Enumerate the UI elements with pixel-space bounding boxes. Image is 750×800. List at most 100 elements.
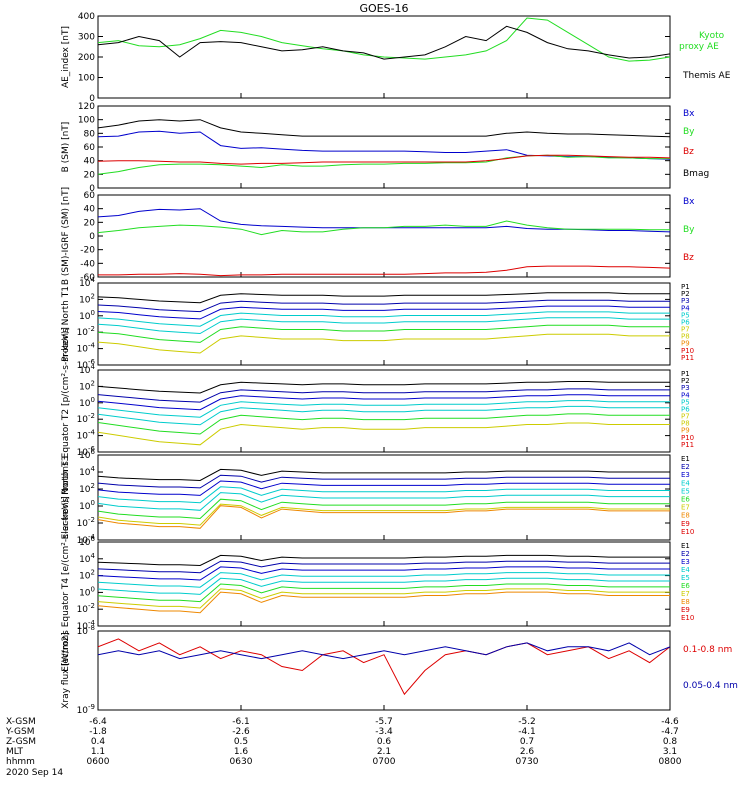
legend-entry: E4 [681, 566, 690, 574]
time-axis-row-label: Y-GSM [5, 727, 34, 737]
legend-entry: P11 [681, 441, 694, 449]
time-axis-value: 0.7 [520, 737, 534, 747]
y-axis-label: Electrons North T3 [61, 456, 71, 540]
legend-entry: P10 [681, 347, 694, 355]
legend-entry: P6 [681, 318, 690, 326]
y-axis-label: B (SM)-IGRF (SM) [nT] [61, 187, 71, 285]
legend-entry: E1 [681, 455, 690, 463]
series-line [98, 220, 670, 236]
legend-entry: P4 [681, 391, 690, 399]
y-tick-label: 80 [84, 129, 96, 139]
y-tick-label: 100 [79, 585, 95, 598]
time-axis-value: -5.2 [518, 717, 536, 727]
y-tick-label: 400 [78, 12, 95, 22]
y-tick-label: 102 [79, 292, 95, 305]
channel-line [98, 474, 670, 489]
channel-line [98, 405, 670, 426]
y-tick-label: 100 [79, 309, 95, 322]
channel-line [98, 333, 670, 354]
channel-line [98, 394, 670, 411]
time-axis-value: 0730 [516, 757, 539, 767]
channel-line [98, 591, 670, 614]
series-line [98, 17, 670, 62]
legend-entry: E2 [681, 550, 690, 558]
legend-entry: P2 [681, 290, 690, 298]
time-axis-value: -4.7 [661, 727, 679, 737]
time-axis-value: -3.4 [375, 727, 393, 737]
y-tick-label: 104 [79, 465, 95, 478]
channel-line [98, 583, 670, 603]
series-line [98, 130, 670, 160]
legend-entry: P9 [681, 427, 690, 435]
legend-entry: E8 [681, 512, 690, 520]
time-axis-value: 0.4 [91, 737, 106, 747]
y-tick-label: 10-2 [77, 325, 95, 338]
channel-line [98, 311, 670, 327]
panel-2: 0 20 40 60 80 100 120 B (SM) [nT] Bx By Bz Bmag [61, 102, 709, 194]
channel-line [98, 292, 670, 304]
time-axis-value: 0800 [659, 757, 682, 767]
legend-entry: E8 [681, 598, 690, 606]
y-tick-label: 10-9 [77, 703, 95, 716]
series-line [98, 642, 670, 660]
y-axis-label: B (SM) [nT] [61, 122, 71, 173]
y-tick-label: 60 [84, 191, 96, 201]
legend-entry: Bz [683, 253, 694, 263]
series-line [98, 265, 670, 277]
legend-entry: P3 [681, 384, 690, 392]
legend-entry: P7 [681, 413, 690, 421]
legend-entry: 0.05-0.4 nm [683, 681, 738, 691]
y-tick-label: 0 [89, 184, 95, 194]
time-axis-value: -1.8 [89, 727, 107, 737]
time-axis-value: 0600 [87, 757, 110, 767]
y-tick-label: 20 [84, 170, 96, 180]
legend-entry: Bx [683, 197, 695, 207]
time-axis: X-GSM -6.4 -6.1 -5.7 -5.2 -4.6 Y-GSM -1.8 -2.6 -3… [5, 717, 682, 778]
panel-frame [97, 282, 671, 366]
panel-frame [97, 369, 671, 453]
legend-entry: P8 [681, 420, 690, 428]
channel-line [98, 577, 670, 595]
series-lines [98, 292, 670, 354]
time-axis-value: 2.1 [377, 747, 391, 757]
time-axis-value: 1.6 [234, 747, 249, 757]
channel-line [98, 560, 670, 574]
y-tick-label: 102 [79, 482, 95, 495]
legend-entry: P7 [681, 326, 690, 334]
series-line [98, 119, 670, 138]
time-axis-value: -6.4 [89, 717, 107, 727]
time-axis-row-label: MLT [6, 747, 24, 757]
y-tick-label: 20 [84, 218, 96, 228]
legend-entry: E9 [681, 606, 690, 614]
channel-line [98, 400, 670, 418]
channel-line [98, 492, 670, 511]
y-tick-label: 10-2 [77, 602, 95, 615]
legend-entry: E2 [681, 463, 690, 471]
y-tick-label: 10-2 [77, 516, 95, 529]
legend-entry: E6 [681, 496, 690, 504]
channel-line [98, 299, 670, 313]
channel-line [98, 468, 670, 482]
time-axis-row-label: Z-GSM [6, 737, 36, 747]
legend-entry: By [683, 127, 695, 137]
time-axis-value: -5.7 [375, 717, 393, 727]
legend-entry: P3 [681, 297, 690, 305]
legend-entry: P4 [681, 304, 690, 312]
legend-entry: P8 [681, 333, 690, 341]
panel-3: -60 -40 -20 0 20 40 60 B (SM)-IGRF (SM) [nT] Bx B… [61, 187, 695, 285]
y-tick-label: 102 [79, 569, 95, 582]
y-tick-label: 10-4 [77, 429, 96, 442]
series-lines [98, 119, 670, 175]
y-tick-label: -40 [80, 259, 95, 269]
legend-entry: E6 [681, 582, 690, 590]
series-lines [98, 468, 670, 529]
y-tick-label: 0 [89, 232, 95, 242]
legend-entry: P2 [681, 377, 690, 385]
time-axis-value: 1.1 [91, 747, 105, 757]
y-tick-label: 10-2 [77, 412, 95, 425]
legend-entry: E4 [681, 479, 690, 487]
channel-line [98, 554, 670, 567]
